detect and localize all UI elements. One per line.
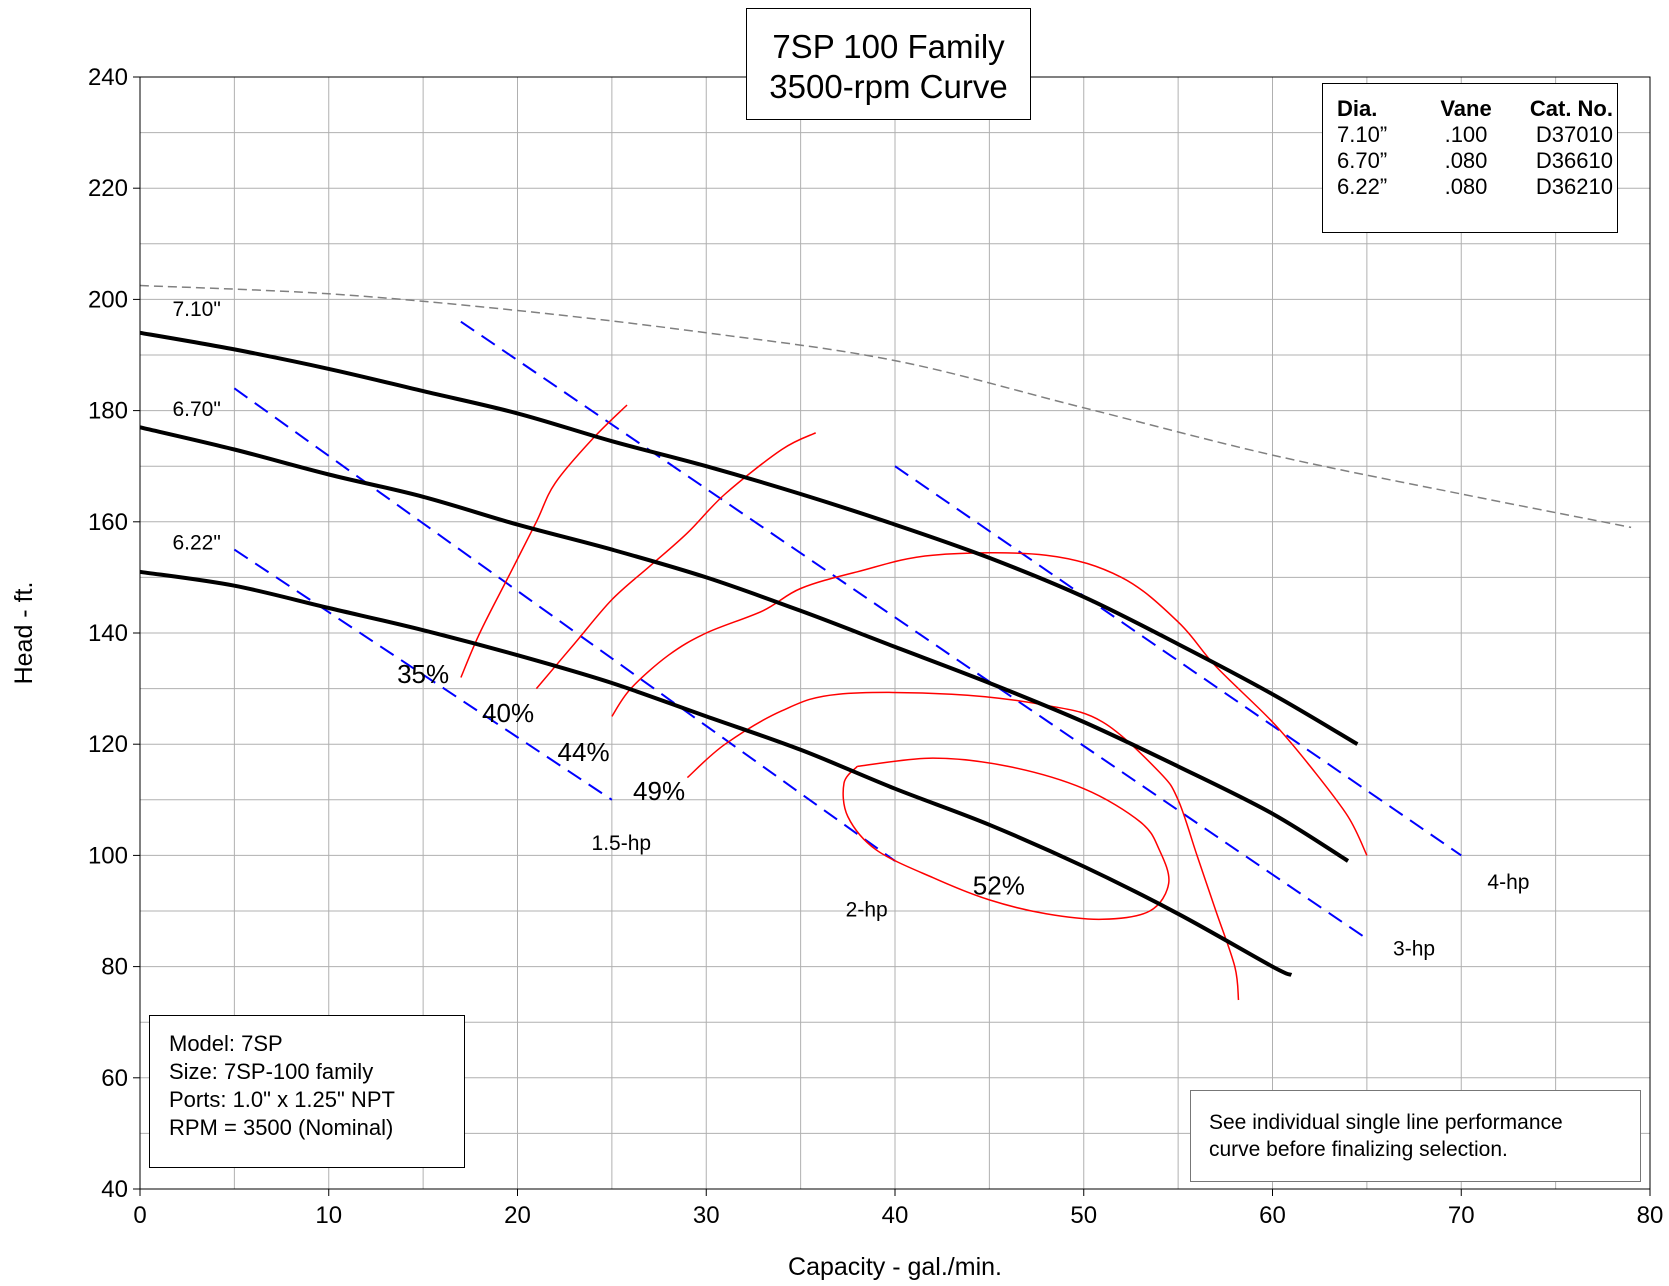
x-tick-label: 80 — [1637, 1202, 1664, 1229]
efficiency-curve-44pct — [611, 552, 1368, 856]
y-tick-label: 80 — [101, 954, 128, 981]
model-info-line: Size: 7SP-100 family — [169, 1059, 374, 1084]
cell-vane: .080 — [1444, 148, 1488, 173]
header-cat-no: Cat. No. — [1529, 96, 1613, 121]
efficiency-label-40pct: 40% — [482, 698, 534, 728]
hp-line-1.5-hp — [233, 548, 613, 801]
y-tick-label: 120 — [88, 731, 128, 758]
chart-title-line-2: 3500-rpm Curve — [769, 68, 1008, 105]
y-tick-label: 240 — [88, 64, 128, 91]
head-curves — [139, 330, 1359, 977]
cell-cat-no: D36210 — [1535, 174, 1613, 199]
x-tick-label: 50 — [1070, 1202, 1097, 1229]
y-axis-label: Head - ft. — [10, 582, 38, 685]
cell-cat-no: D36610 — [1535, 148, 1613, 173]
note-line: curve before finalizing selection. — [1209, 1138, 1508, 1161]
hp-label-2-hp: 2-hp — [846, 899, 888, 922]
header-vane: Vane — [1440, 96, 1492, 121]
cell-vane: .100 — [1444, 122, 1488, 147]
grid — [140, 77, 1650, 1189]
y-tick-label: 140 — [88, 620, 128, 647]
hp-line-4-hp — [894, 465, 1462, 857]
efficiency-label-44pct: 44% — [558, 737, 610, 767]
impeller-table: Dia. Vane Cat. No. 7.10” .100 D37010 6.7… — [1337, 96, 1613, 200]
head-curve-label: 6.22" — [172, 532, 220, 555]
x-tick-label: 40 — [882, 1202, 909, 1229]
y-tick-label: 60 — [101, 1065, 128, 1092]
head-curve-6.70in — [139, 425, 1350, 863]
efficiency-curve-52pct — [842, 757, 1170, 921]
head-curve-6.22in — [139, 569, 1293, 977]
model-info-box: Model: 7SP Size: 7SP-100 family Ports: 1… — [149, 1015, 465, 1168]
table-row: 7.10” .100 D37010 — [1337, 122, 1613, 148]
y-tick-label: 160 — [88, 509, 128, 536]
cell-dia: 6.70” — [1337, 148, 1388, 173]
efficiency-curves — [460, 404, 1368, 1001]
cell-dia: 6.22” — [1337, 174, 1388, 199]
header-dia: Dia. — [1337, 96, 1378, 121]
efficiency-label-49pct: 49% — [633, 776, 685, 806]
hp-line-3-hp — [460, 320, 1368, 940]
selection-note-box: See individual single line performance c… — [1190, 1090, 1641, 1182]
cell-dia: 7.10” — [1337, 122, 1388, 147]
hp-label-4-hp: 4-hp — [1487, 871, 1529, 894]
x-tick-label: 20 — [504, 1202, 531, 1229]
efficiency-curve-35pct — [460, 404, 628, 678]
y-tick-label: 40 — [101, 1176, 128, 1203]
x-tick-label: 10 — [315, 1202, 342, 1229]
horsepower-lines — [233, 320, 1462, 940]
model-info-line: Ports: 1.0" x 1.25" NPT — [169, 1087, 395, 1112]
dashed-limit-line — [139, 284, 1632, 529]
table-row: 6.70” .080 D36610 — [1337, 148, 1613, 174]
y-tick-label: 200 — [88, 286, 128, 313]
impeller-table-box: Dia. Vane Cat. No. 7.10” .100 D37010 6.7… — [1322, 83, 1618, 233]
y-tick-label: 100 — [88, 842, 128, 869]
note-line: See individual single line performance — [1209, 1111, 1563, 1134]
hp-label-3-hp: 3-hp — [1393, 937, 1435, 960]
impeller-table-header: Dia. Vane Cat. No. — [1337, 96, 1613, 122]
efficiency-curve-40pct — [535, 432, 817, 690]
y-tick-label: 180 — [88, 398, 128, 425]
chart-title-line-1: 7SP 100 Family — [772, 28, 1005, 65]
y-tick-label: 220 — [88, 175, 128, 202]
head-curve-label: 7.10" — [172, 298, 220, 321]
hp-label-1.5-hp: 1.5-hp — [592, 832, 652, 855]
cell-cat-no: D37010 — [1535, 122, 1613, 147]
model-info-line: RPM = 3500 (Nominal) — [169, 1115, 394, 1140]
table-row: 6.22” .080 D36210 — [1337, 174, 1613, 200]
head-curve-7.10in — [139, 330, 1359, 746]
efficiency-label-52pct: 52% — [973, 870, 1025, 900]
curve-labels: 1.5-hp 2-hp 3-hp 4-hp 35% 40% 44% 49% 52% 7.10" 6.… — [172, 298, 1529, 960]
efficiency-curve-49pct — [686, 691, 1240, 1001]
cell-vane: .080 — [1444, 174, 1488, 199]
x-tick-label: 70 — [1448, 1202, 1475, 1229]
x-axis-label: Capacity - gal./min. — [788, 1253, 1002, 1281]
x-tick-label: 0 — [133, 1202, 146, 1229]
dashed-limit-curve — [139, 284, 1632, 529]
efficiency-label-35pct: 35% — [397, 659, 449, 689]
chart-title-box: 7SP 100 Family 3500-rpm Curve — [746, 8, 1031, 120]
axis-ticks: 0 10 20 30 40 50 60 70 80 40 60 80 100 120 140 160 180 20… — [88, 64, 1663, 1229]
x-tick-label: 60 — [1259, 1202, 1286, 1229]
x-tick-label: 30 — [693, 1202, 720, 1229]
head-curve-label: 6.70" — [172, 398, 220, 421]
hp-line-2-hp — [233, 387, 896, 862]
model-info-line: Model: 7SP — [169, 1031, 283, 1056]
